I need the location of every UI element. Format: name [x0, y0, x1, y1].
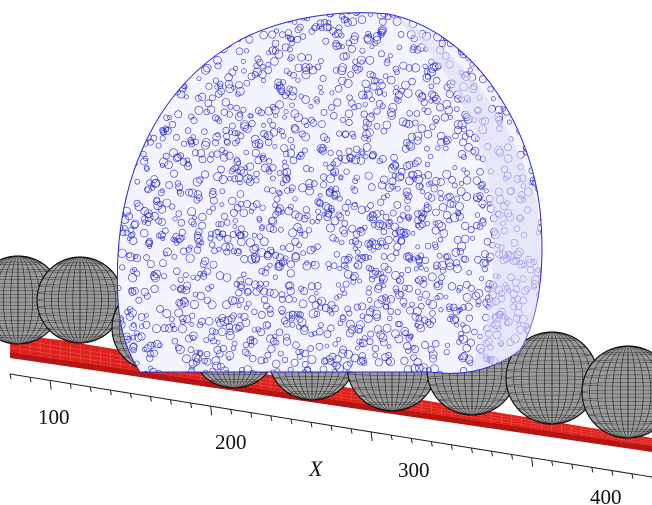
x-axis-tick: [591, 467, 594, 473]
tick-label-300: 300: [398, 458, 430, 482]
x-axis-tick: [450, 444, 453, 450]
x-axis-tick: [109, 389, 112, 396]
x-axis-tick: [310, 422, 313, 428]
x-axis-tick: [631, 473, 634, 479]
mesh-sphere: [505, 331, 599, 425]
x-axis-tick: [430, 441, 433, 447]
x-axis-tick: [470, 447, 473, 454]
x-axis-ticks: [9, 373, 652, 480]
x-axis-tick: [330, 425, 333, 431]
tick-label-200: 200: [215, 430, 247, 454]
x-axis-tick: [69, 383, 72, 389]
x-axis-tick: [551, 460, 554, 467]
particle-body-base: [116, 12, 543, 374]
x-axis-tick: [49, 380, 52, 390]
x-axis-tick: [270, 415, 273, 421]
particle-body: [116, 12, 543, 374]
tick-label-100: 100: [38, 405, 70, 429]
particle-body-side: [392, 16, 541, 370]
x-axis-tick: [149, 396, 152, 402]
x-axis-tick: [410, 438, 413, 444]
x-axis-tick: [250, 412, 253, 418]
x-axis-tick: [531, 457, 534, 467]
mesh-sphere: [581, 345, 652, 439]
x-axis-tick: [89, 386, 92, 392]
x-axis-tick: [390, 435, 393, 441]
x-axis-tick: [491, 451, 493, 457]
x-axis-tick: [290, 418, 293, 425]
x-axis-tick: [370, 431, 373, 441]
x-axis-tick: [230, 409, 233, 415]
tick-label-400: 400: [590, 485, 622, 505]
x-axis-tick: [29, 377, 32, 383]
x-axis-tick: [170, 399, 172, 405]
x-axis-label: X: [308, 456, 324, 481]
x-axis-tick: [9, 373, 12, 380]
x-axis-tick: [129, 393, 132, 399]
mesh-sphere: [36, 256, 124, 344]
x-axis-tick: [350, 428, 353, 434]
x-axis-tick: [210, 406, 213, 416]
x-axis: 100 200 300 400 X: [9, 373, 652, 505]
x-axis-tick: [611, 470, 614, 476]
ground-plate-edge: [10, 352, 652, 452]
x-axis-tick: [511, 454, 514, 460]
x-axis-tick: [190, 402, 193, 409]
x-axis-tick: [571, 464, 574, 470]
